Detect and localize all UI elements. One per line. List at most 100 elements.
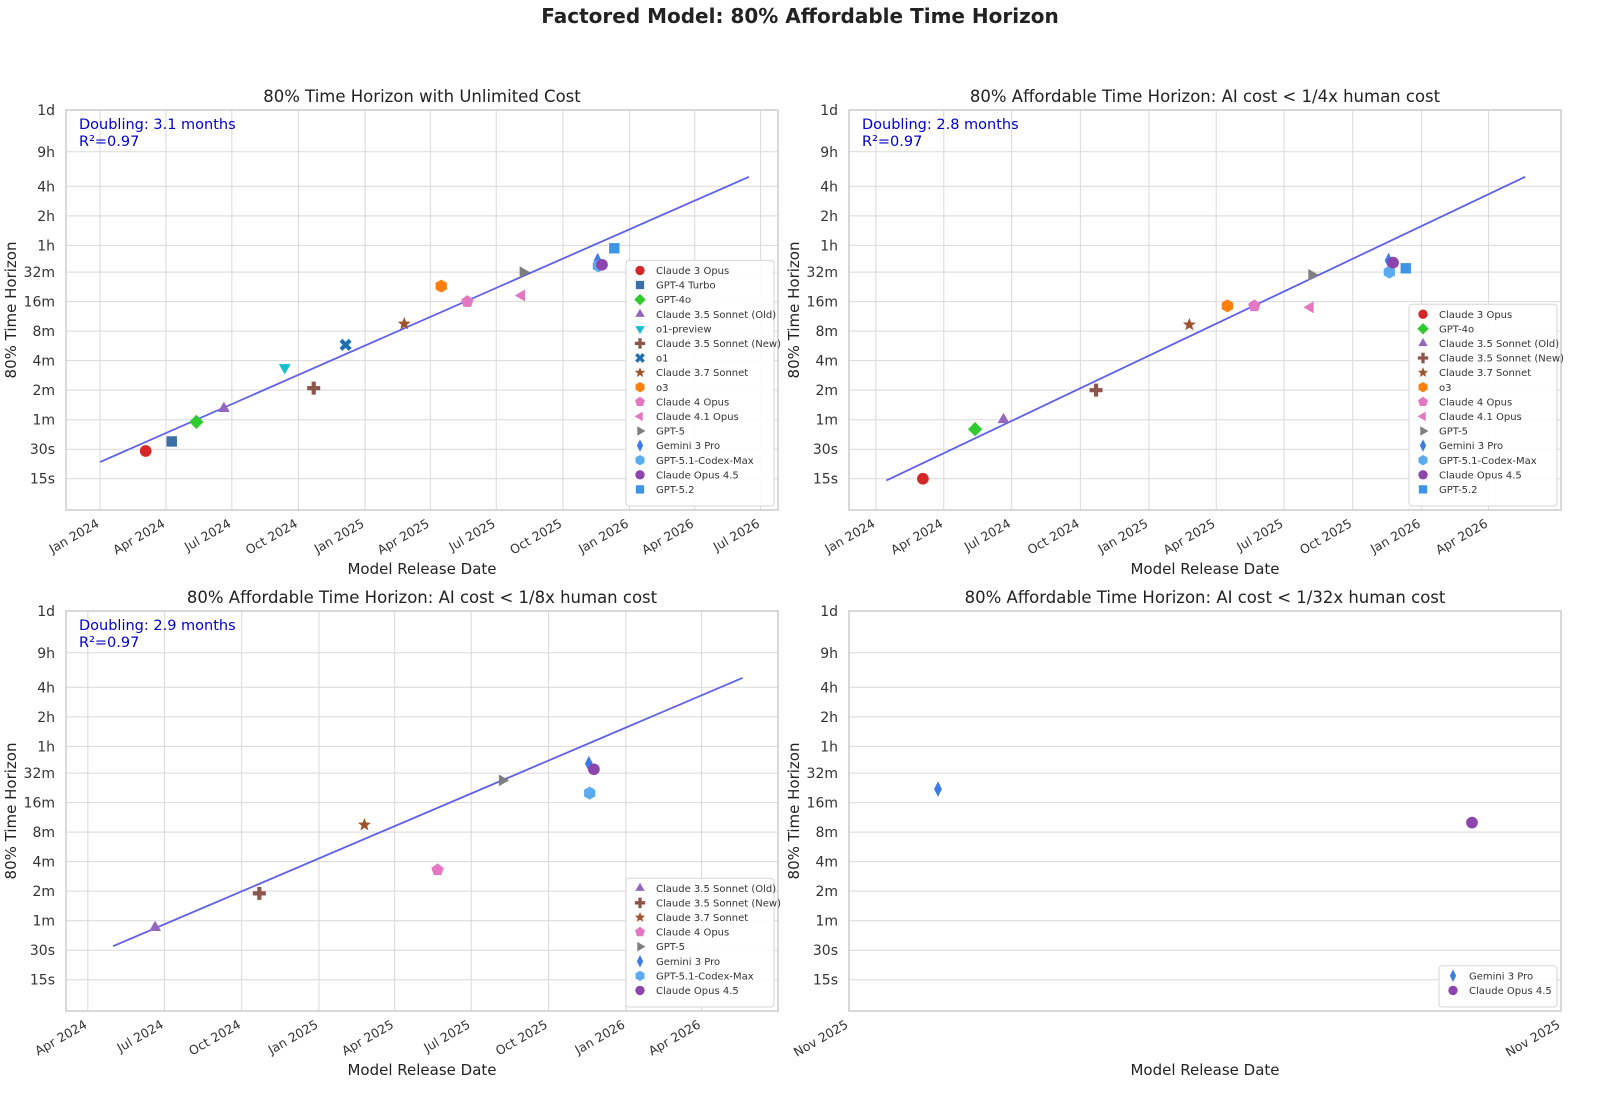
- legend-marker-o1-preview: [635, 326, 645, 335]
- point-gpt-5: [498, 774, 510, 787]
- x-tick-label: Jul 2025: [1233, 516, 1285, 555]
- y-tick-label: 30s: [813, 442, 838, 458]
- x-tick-label: Apr 2025: [375, 516, 432, 558]
- y-tick-label: 4m: [32, 855, 55, 871]
- legend-label: Claude Opus 4.5: [656, 470, 739, 481]
- x-tick-label: Oct 2024: [243, 516, 300, 558]
- point-claude-3-7-sonnet: [357, 818, 371, 831]
- legend: Gemini 3 Pro Claude Opus 4.5: [1438, 965, 1558, 1008]
- point-o1-preview: [278, 364, 291, 375]
- legend-marker-claude-3-7-sonnet: [634, 911, 646, 922]
- point-gpt-4o: [189, 414, 204, 430]
- legend-marker-gpt-4-turbo: [635, 280, 645, 290]
- legend-marker-gpt-4o: [1417, 323, 1429, 335]
- r2-annotation: R²=0.97: [862, 134, 922, 150]
- y-tick-label: 16m: [807, 796, 838, 812]
- data-points: [917, 252, 1411, 485]
- point-claude-3-opus: [139, 445, 152, 457]
- y-tick-label: 8m: [815, 324, 838, 340]
- plot-area: [849, 611, 1561, 1011]
- y-tick-label: 9h: [37, 145, 55, 161]
- y-tick-label: 1h: [820, 238, 838, 254]
- point-claude-3-7-sonnet: [397, 317, 411, 330]
- point-gpt-5-2: [609, 243, 620, 254]
- legend-label: GPT-5: [656, 427, 685, 438]
- y-tick-label: 2h: [820, 209, 838, 225]
- x-tick-label: Apr 2026: [646, 1017, 703, 1059]
- point-claude-4-1-opus: [514, 289, 526, 302]
- plot-frame: [848, 610, 1562, 1012]
- y-tick-label: 32m: [24, 265, 55, 281]
- y-tick-label: 15s: [30, 973, 55, 989]
- x-tick-label: Jan 2024: [45, 516, 101, 557]
- x-tick-label: Jul 2026: [710, 516, 762, 555]
- y-tick-label: 2m: [815, 383, 838, 399]
- legend-marker-gpt-5-1-codex-max: [1418, 455, 1428, 466]
- data-points: [139, 243, 620, 457]
- legend-label: Claude Opus 4.5: [1439, 470, 1522, 481]
- legend-marker-gpt-5: [637, 426, 646, 436]
- y-tick-label: 2h: [37, 710, 55, 726]
- x-tick-label: Apr 2025: [1160, 516, 1217, 558]
- legend-marker-claude-3-5-sonnet-new: [634, 338, 646, 349]
- legend-label: o3: [656, 383, 668, 394]
- doubling-annotation: Doubling: 3.1 months: [79, 117, 236, 133]
- legend-label: GPT-5.2: [1439, 485, 1477, 496]
- legend-label: GPT-4o: [1439, 324, 1474, 335]
- x-tick-label: Jan 2026: [571, 1017, 627, 1058]
- legend-marker-claude-4-opus: [635, 396, 645, 407]
- x-tick-label: Jan 2026: [575, 516, 631, 557]
- point-claude-opus-4-5: [1466, 816, 1478, 829]
- legend-label: Claude Opus 4.5: [1469, 986, 1552, 997]
- legend-label: Claude 3 Opus: [1439, 310, 1512, 321]
- point-gpt-5-1-codex-max: [584, 786, 596, 800]
- legend-label: Claude 3.7 Sonnet: [1439, 368, 1531, 379]
- y-tick-label: 4h: [820, 680, 838, 696]
- r2-annotation: R²=0.97: [79, 635, 139, 651]
- y-tick-label: 1h: [37, 739, 55, 755]
- y-tick-label: 1d: [37, 103, 55, 119]
- point-o1: [339, 338, 352, 351]
- x-tick-label: Apr 2025: [339, 1017, 396, 1059]
- x-tick-label: Oct 2025: [1297, 516, 1354, 558]
- y-tick-label: 1m: [32, 413, 55, 429]
- legend-marker-claude-4-1-opus: [634, 411, 643, 422]
- chart-title: 80% Time Horizon with Unlimited Cost: [263, 87, 581, 106]
- legend-marker-claude-3-opus: [1418, 309, 1428, 319]
- chart-title: 80% Affordable Time Horizon: AI cost < 1…: [965, 588, 1446, 607]
- legend-marker-gemini-3-pro: [636, 954, 644, 968]
- y-tick-label: 4m: [815, 354, 838, 370]
- trend-line: [99, 175, 750, 463]
- y-tick-label: 15s: [813, 472, 838, 488]
- legend-marker-gpt-5-1-codex-max: [635, 455, 645, 466]
- point-claude-3-5-sonnet-new: [1089, 383, 1103, 397]
- data-points: [149, 755, 600, 932]
- y-tick-label: 9h: [37, 646, 55, 662]
- legend-label: Claude 3.5 Sonnet (New): [1439, 354, 1564, 365]
- x-tick-label: Oct 2024: [186, 1017, 243, 1059]
- legend-label: Claude 4 Opus: [656, 397, 729, 408]
- x-tick-label: Jan 2025: [264, 1017, 320, 1058]
- point-o3: [1221, 299, 1234, 313]
- legend-box: [1438, 965, 1558, 1008]
- y-tick-label: 9h: [820, 646, 838, 662]
- x-axis-label: Model Release Date: [1130, 1061, 1279, 1079]
- point-claude-opus-4-5: [596, 258, 608, 271]
- x-tick-label: Oct 2024: [1025, 516, 1082, 558]
- legend-marker-claude-4-opus: [635, 926, 645, 937]
- legend-marker-claude-opus-4-5: [635, 470, 645, 480]
- y-tick-label: 8m: [32, 825, 55, 841]
- y-tick-label: 32m: [807, 766, 838, 782]
- legend-marker-claude-opus-4-5: [1448, 985, 1458, 996]
- legend-marker-gpt-5-1-codex-max: [635, 970, 645, 981]
- y-tick-label: 16m: [807, 295, 838, 311]
- legend-label: Claude 3.5 Sonnet (New): [656, 898, 781, 909]
- y-tick-label: 16m: [24, 295, 55, 311]
- y-tick-label: 1h: [820, 739, 838, 755]
- legend-marker-claude-3-5-sonnet-old: [1418, 337, 1428, 347]
- legend-marker-claude-4-1-opus: [1417, 411, 1426, 422]
- legend-marker-claude-3-5-sonnet-old: [635, 308, 645, 317]
- legend-box: [625, 259, 775, 507]
- y-tick-label: 15s: [30, 472, 55, 488]
